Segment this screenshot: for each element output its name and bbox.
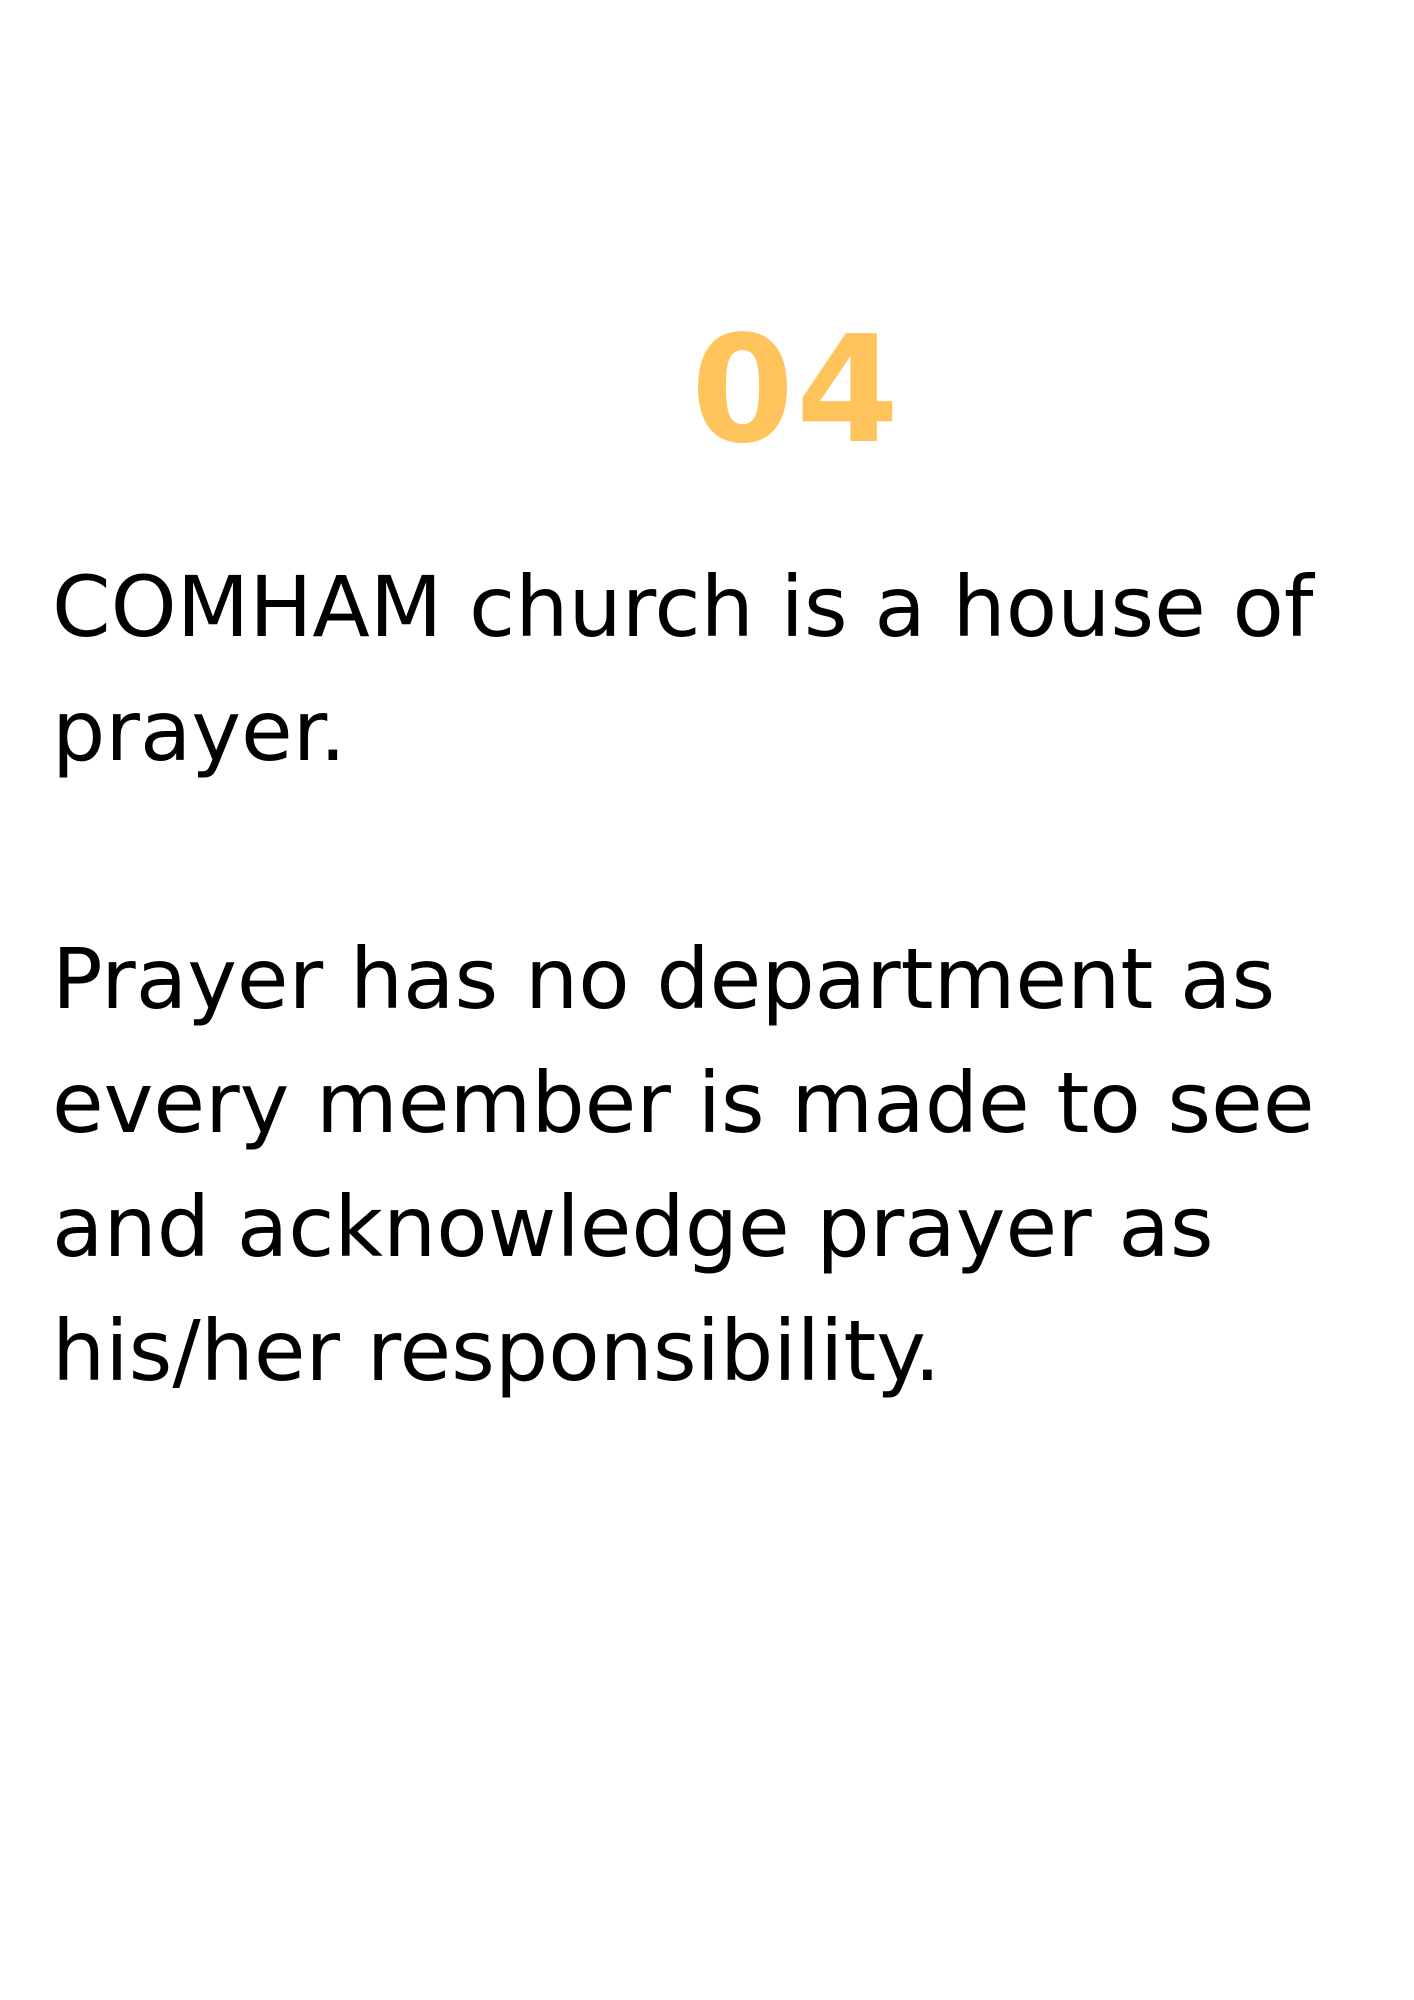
paragraph-statement: COMHAM church is a house of prayer. [52, 558, 1314, 780]
paragraph-description: Prayer has no department as every member… [52, 930, 1315, 1400]
body-text: COMHAM church is a house of prayer. Pray… [52, 545, 1342, 1413]
section-number: 04 [691, 304, 901, 476]
